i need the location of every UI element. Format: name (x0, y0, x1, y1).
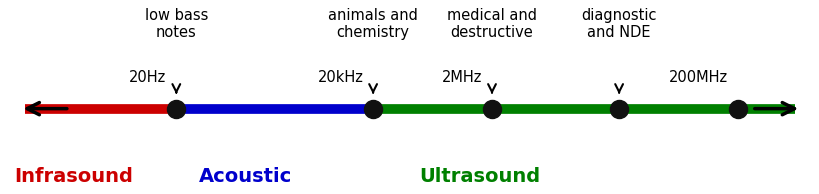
Text: 200MHz: 200MHz (668, 70, 727, 85)
Text: medical and
destructive: medical and destructive (446, 8, 536, 40)
Text: animals and
chemistry: animals and chemistry (328, 8, 418, 40)
Text: 20Hz: 20Hz (129, 70, 166, 85)
Text: Acoustic: Acoustic (199, 167, 292, 186)
Text: Ultrasound: Ultrasound (419, 167, 540, 186)
Text: Infrasound: Infrasound (15, 167, 133, 186)
Text: diagnostic
and NDE: diagnostic and NDE (581, 8, 656, 40)
Text: 20kHz: 20kHz (317, 70, 363, 85)
Text: low bass
notes: low bass notes (144, 8, 208, 40)
Text: 2MHz: 2MHz (441, 70, 482, 85)
